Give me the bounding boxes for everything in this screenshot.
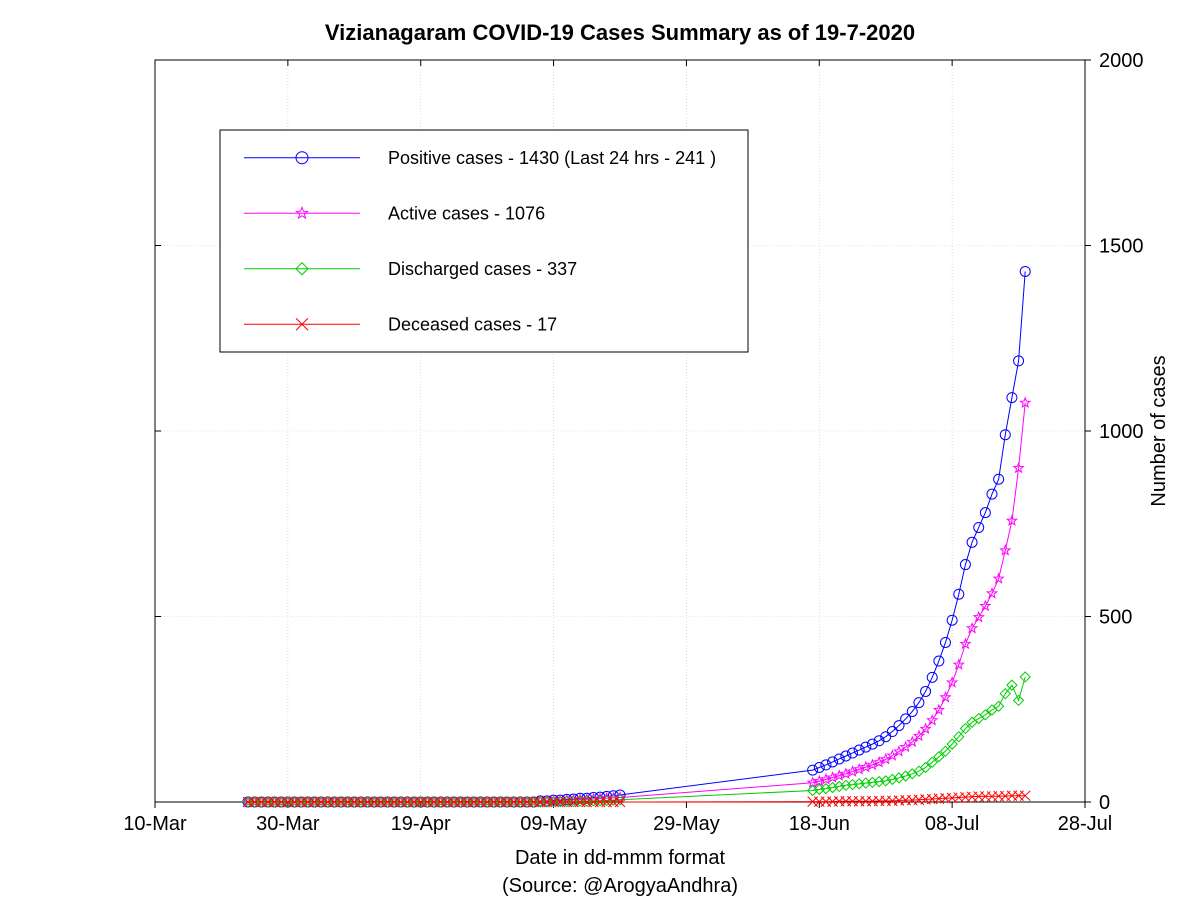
source-label: (Source: @ArogyaAndhra) bbox=[502, 875, 738, 897]
legend-label: Discharged cases - 337 bbox=[388, 259, 577, 279]
legend-label: Positive cases - 1430 (Last 24 hrs - 241… bbox=[388, 148, 716, 168]
x-tick-label: 28-Jul bbox=[1058, 813, 1112, 835]
y-tick-label: 2000 bbox=[1099, 50, 1144, 72]
x-tick-label: 09-May bbox=[520, 813, 587, 835]
x-axis-label: Date in dd-mmm format bbox=[515, 847, 725, 869]
y-tick-label: 1500 bbox=[1099, 236, 1144, 258]
legend-label: Active cases - 1076 bbox=[388, 203, 545, 223]
x-tick-label: 08-Jul bbox=[925, 813, 979, 835]
chart-title: Vizianagaram COVID-19 Cases Summary as o… bbox=[325, 20, 915, 45]
x-tick-label: 10-Mar bbox=[123, 813, 187, 835]
legend: Positive cases - 1430 (Last 24 hrs - 241… bbox=[220, 130, 748, 352]
y-axis-label: Number of cases bbox=[1148, 355, 1170, 506]
x-tick-label: 18-Jun bbox=[789, 813, 850, 835]
series-discharged bbox=[243, 672, 1030, 807]
x-tick-label: 19-Apr bbox=[391, 813, 451, 835]
legend-label: Deceased cases - 17 bbox=[388, 314, 557, 334]
x-tick-label: 29-May bbox=[653, 813, 720, 835]
y-tick-label: 1000 bbox=[1099, 421, 1144, 443]
x-tick-label: 30-Mar bbox=[256, 813, 320, 835]
series-active bbox=[243, 398, 1030, 806]
y-tick-label: 500 bbox=[1099, 607, 1132, 629]
y-tick-label: 0 bbox=[1099, 792, 1110, 814]
chart-svg: 10-Mar 30-Mar 19-Apr 09-May 29-May 18-Jun 08-J… bbox=[0, 0, 1200, 900]
covid-cases-chart: 10-Mar 30-Mar 19-Apr 09-May 29-May 18-Jun 08-J… bbox=[0, 0, 1200, 900]
